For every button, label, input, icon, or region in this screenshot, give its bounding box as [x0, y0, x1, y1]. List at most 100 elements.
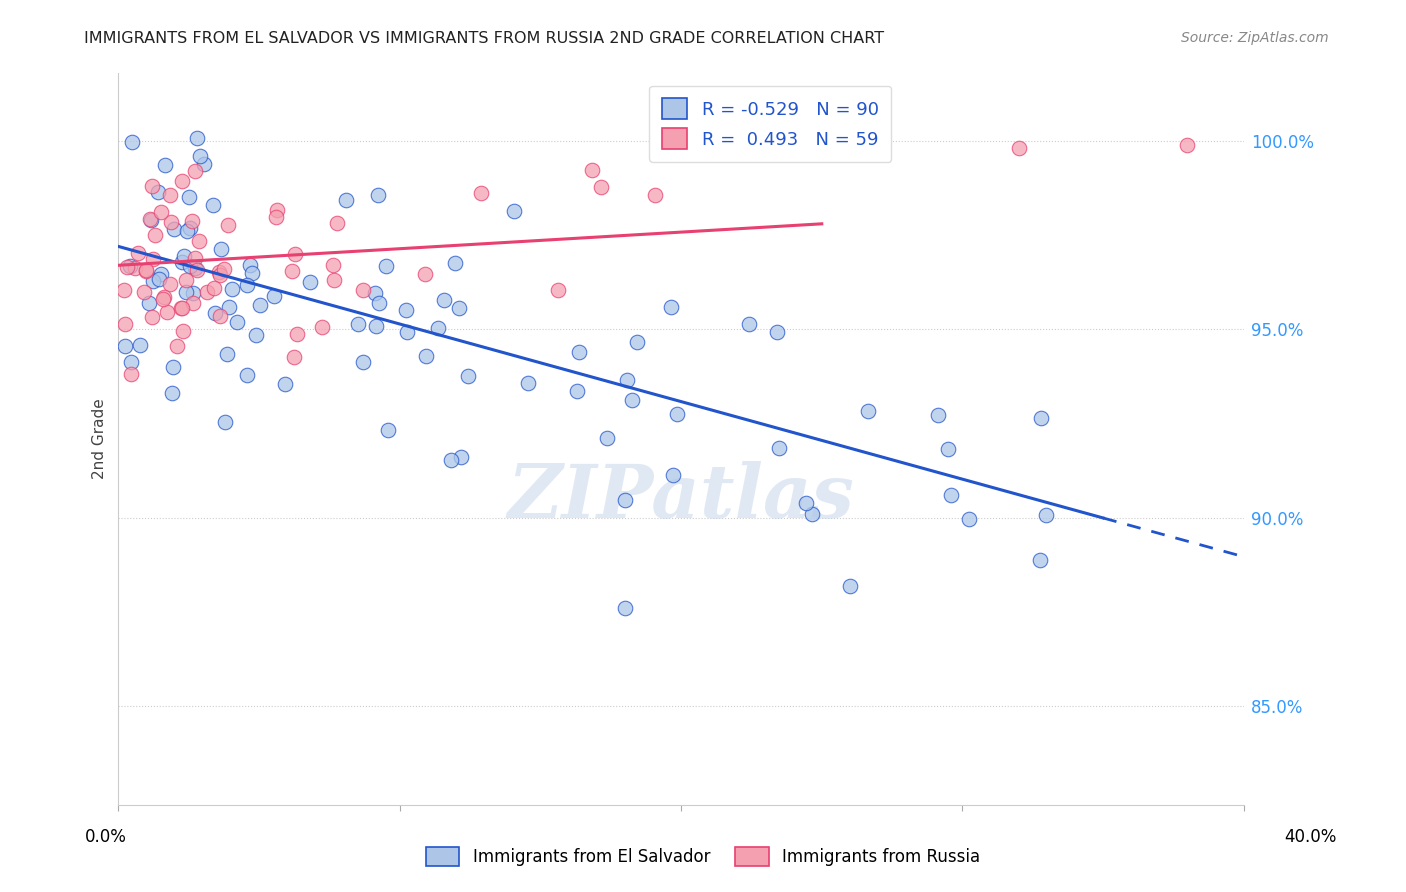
Point — [659, 300, 682, 314]
Point — [927, 409, 949, 423]
Point — [766, 325, 789, 339]
Point — [433, 293, 456, 307]
Text: ZIPatlas: ZIPatlas — [508, 461, 855, 533]
Point — [322, 258, 344, 272]
Point — [183, 286, 205, 301]
Text: 0.0%: 0.0% — [84, 828, 127, 846]
Point — [188, 149, 211, 163]
Point — [311, 319, 333, 334]
Point — [450, 450, 472, 464]
Point — [447, 301, 470, 315]
Point — [547, 283, 569, 297]
Point — [235, 277, 257, 292]
Point — [395, 325, 418, 339]
Legend: R = -0.529   N = 90, R =  0.493   N = 59: R = -0.529 N = 90, R = 0.493 N = 59 — [650, 86, 891, 161]
Text: IMMIGRANTS FROM EL SALVADOR VS IMMIGRANTS FROM RUSSIA 2ND GRADE CORRELATION CHAR: IMMIGRANTS FROM EL SALVADOR VS IMMIGRANT… — [84, 31, 884, 46]
Point — [274, 377, 297, 392]
Point — [132, 285, 155, 300]
Point — [204, 306, 226, 320]
Point — [218, 300, 240, 314]
Point — [112, 283, 135, 297]
Point — [666, 407, 689, 421]
Point — [176, 224, 198, 238]
Point — [415, 349, 437, 363]
Point — [1177, 137, 1199, 152]
Point — [221, 282, 243, 296]
Point — [217, 346, 239, 360]
Point — [120, 260, 142, 274]
Legend: Immigrants from El Salvador, Immigrants from Russia: Immigrants from El Salvador, Immigrants … — [419, 840, 987, 873]
Point — [284, 246, 307, 260]
Point — [838, 579, 860, 593]
Point — [148, 185, 170, 199]
Point — [181, 295, 204, 310]
Point — [209, 242, 232, 256]
Point — [209, 309, 232, 323]
Point — [159, 277, 181, 291]
Point — [162, 360, 184, 375]
Point — [184, 260, 207, 275]
Point — [768, 441, 790, 455]
Point — [115, 260, 138, 274]
Point — [613, 493, 636, 508]
Point — [644, 188, 666, 202]
Point — [172, 301, 194, 315]
Point — [149, 205, 172, 219]
Point — [174, 272, 197, 286]
Point — [142, 274, 165, 288]
Text: Source: ZipAtlas.com: Source: ZipAtlas.com — [1181, 31, 1329, 45]
Point — [170, 254, 193, 268]
Text: 40.0%: 40.0% — [1284, 828, 1337, 846]
Point — [174, 285, 197, 299]
Point — [616, 373, 638, 387]
Point — [581, 163, 603, 178]
Point — [225, 314, 247, 328]
Point — [184, 252, 207, 266]
Point — [298, 275, 321, 289]
Point — [738, 317, 761, 331]
Point — [149, 267, 172, 281]
Point — [626, 335, 648, 350]
Point — [208, 268, 231, 283]
Point — [1029, 552, 1052, 566]
Point — [173, 250, 195, 264]
Point — [127, 246, 149, 260]
Point — [159, 188, 181, 202]
Point — [135, 264, 157, 278]
Point — [352, 284, 374, 298]
Point — [266, 211, 288, 225]
Point — [138, 295, 160, 310]
Point — [202, 281, 225, 295]
Point — [156, 305, 179, 319]
Point — [1029, 410, 1052, 425]
Point — [148, 272, 170, 286]
Point — [193, 157, 215, 171]
Point — [120, 367, 142, 381]
Point — [152, 292, 174, 306]
Point — [163, 222, 186, 236]
Point — [235, 368, 257, 382]
Point — [184, 164, 207, 178]
Point — [186, 263, 208, 277]
Point — [208, 265, 231, 279]
Point — [589, 179, 612, 194]
Point — [662, 468, 685, 483]
Point — [941, 488, 963, 502]
Point — [166, 339, 188, 353]
Point — [595, 431, 617, 445]
Point — [177, 190, 200, 204]
Point — [153, 290, 176, 304]
Point — [141, 310, 163, 324]
Point — [153, 158, 176, 172]
Point — [613, 601, 636, 615]
Point — [172, 325, 194, 339]
Point — [364, 318, 387, 333]
Point — [121, 135, 143, 149]
Point — [377, 423, 399, 437]
Point — [368, 296, 391, 310]
Point — [160, 215, 183, 229]
Point — [395, 302, 418, 317]
Point — [160, 386, 183, 401]
Point — [620, 393, 643, 408]
Point — [800, 507, 823, 521]
